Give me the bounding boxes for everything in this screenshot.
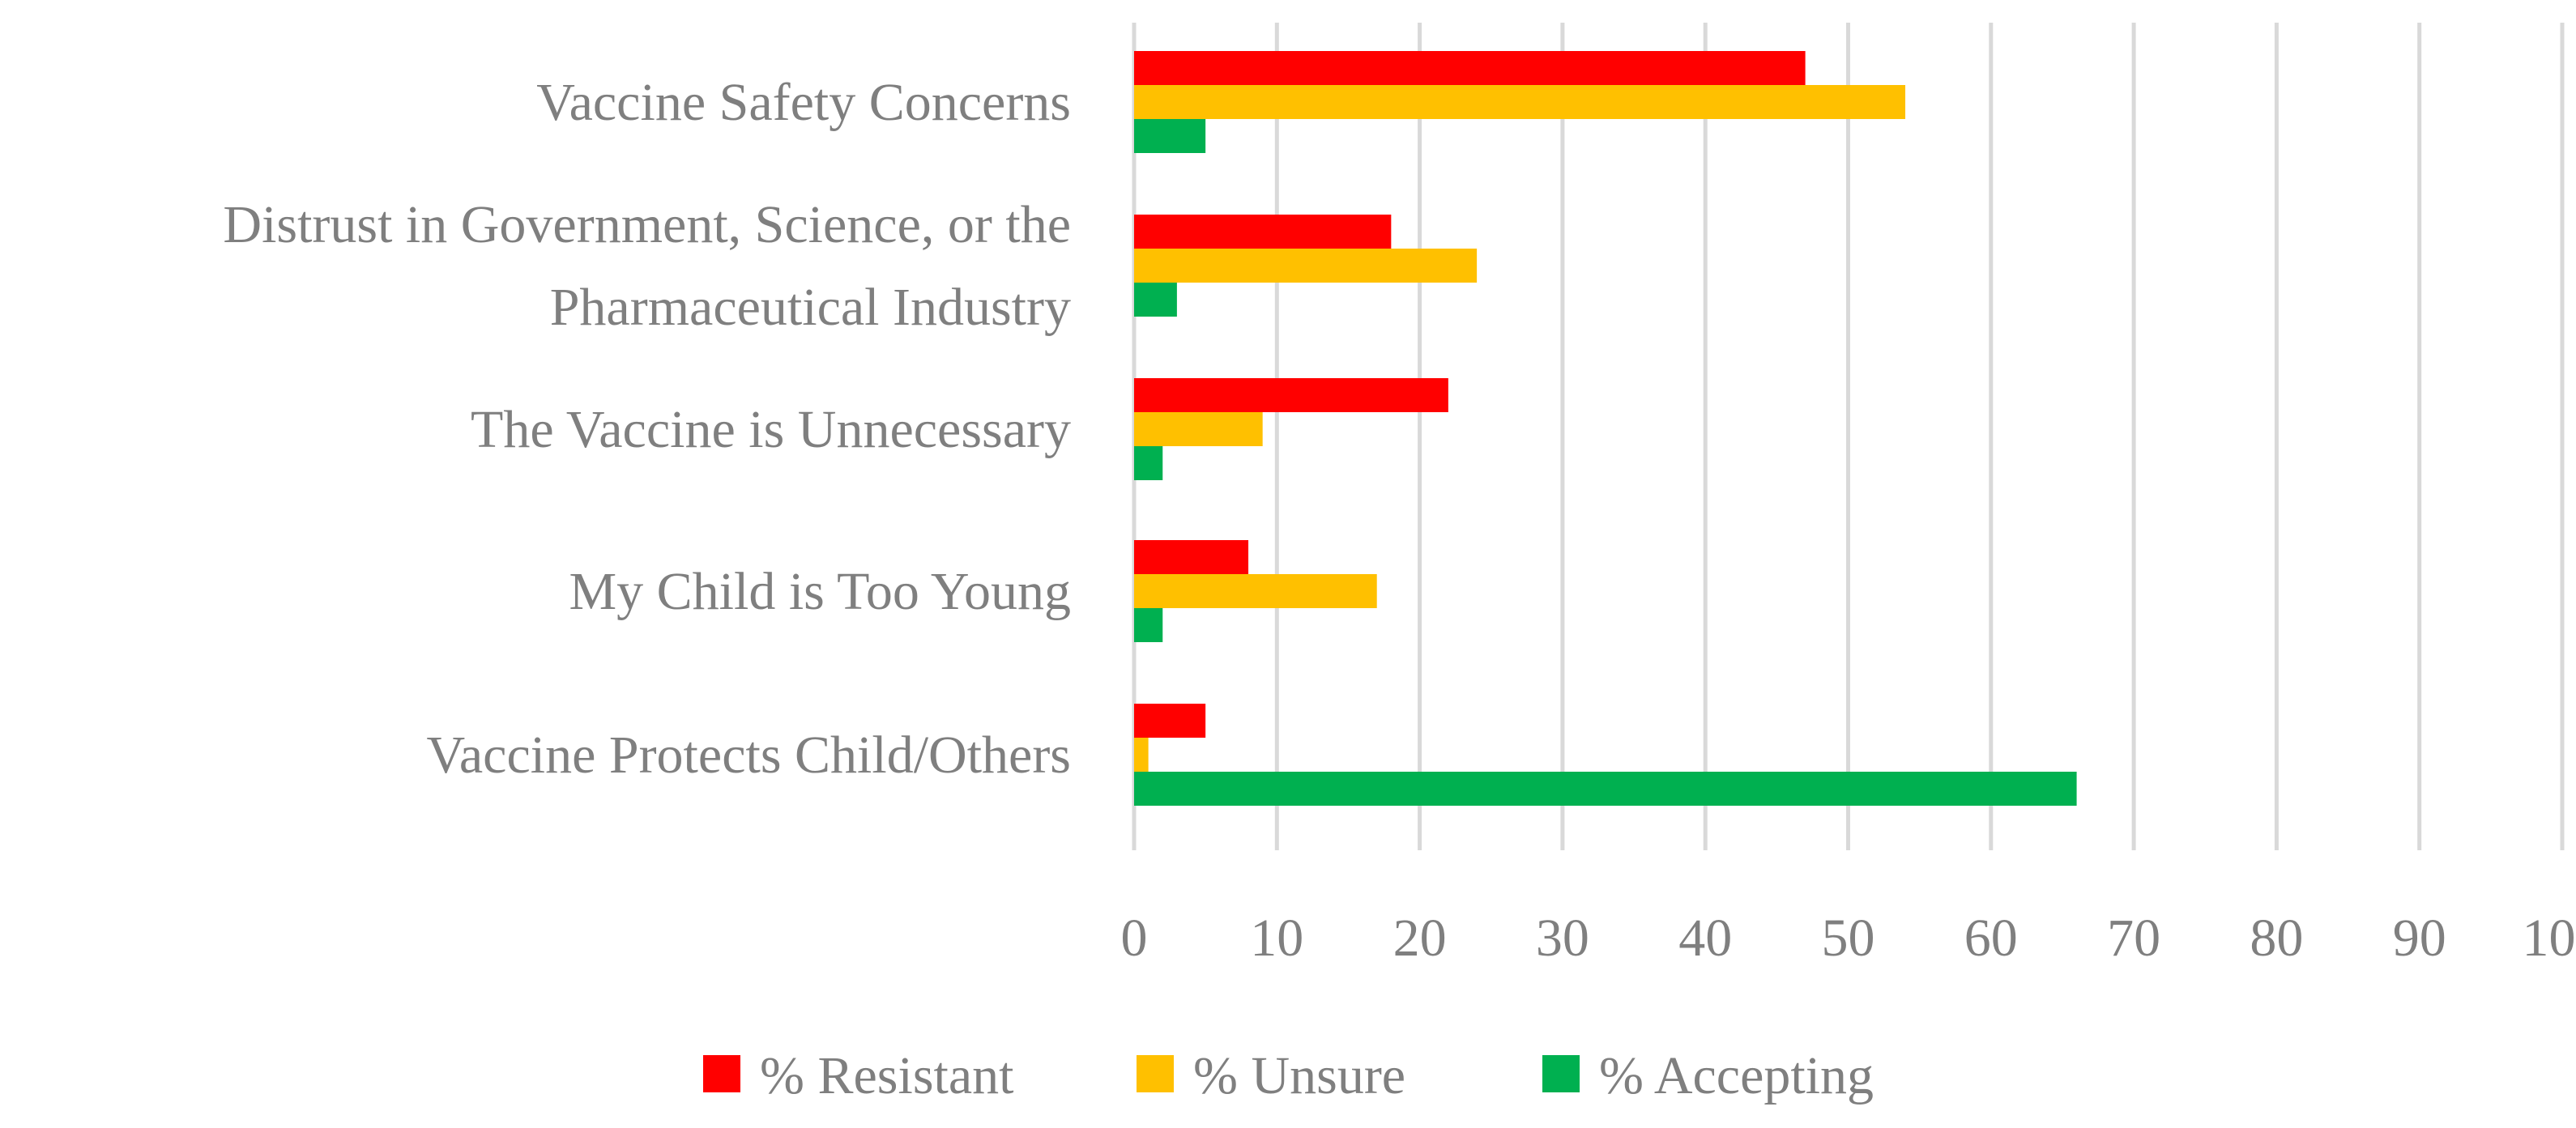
bar-unsure-1 <box>1134 85 1906 119</box>
legend-label-resistant: % Resistant <box>760 1046 1013 1105</box>
legend-item-accepting[interactable]: % Accepting <box>1542 1046 1874 1105</box>
bar-unsure-5 <box>1134 738 1149 772</box>
bar-accepting-5 <box>1134 772 2077 806</box>
gridlines <box>1132 23 2565 850</box>
legend-swatch-accepting <box>1542 1055 1580 1092</box>
bar-accepting-4 <box>1134 608 1163 642</box>
category-label-2-line-2: Pharmaceutical Industry <box>550 278 1071 337</box>
legend-label-accepting: % Accepting <box>1599 1046 1874 1105</box>
bar-resistant-2 <box>1134 215 1392 249</box>
x-tick-label-80: 80 <box>2250 909 2303 968</box>
bar-resistant-3 <box>1134 378 1448 412</box>
bar-unsure-2 <box>1134 249 1478 283</box>
bar-accepting-2 <box>1134 283 1177 317</box>
legend-item-resistant[interactable]: % Resistant <box>703 1046 1013 1105</box>
x-axis-ticks: 0 10 20 30 40 50 60 70 80 90 100 <box>1121 909 2576 968</box>
x-tick-label-50: 50 <box>1822 909 1875 968</box>
legend-swatch-unsure <box>1137 1055 1174 1092</box>
legend-swatch-resistant <box>703 1055 740 1092</box>
category-label-1: Vaccine Safety Concerns <box>536 73 1071 132</box>
x-tick-label-10: 10 <box>1250 909 1303 968</box>
bar-accepting-3 <box>1134 446 1163 480</box>
x-tick-label-30: 30 <box>1536 909 1589 968</box>
bar-unsure-4 <box>1134 574 1377 608</box>
x-tick-label-60: 60 <box>1964 909 2018 968</box>
x-tick-label-100: 100 <box>2523 909 2576 968</box>
x-tick-label-70: 70 <box>2107 909 2160 968</box>
x-tick-label-20: 20 <box>1393 909 1447 968</box>
legend-label-unsure: % Unsure <box>1193 1046 1405 1105</box>
bar-accepting-1 <box>1134 119 1206 153</box>
bar-resistant-1 <box>1134 51 1806 85</box>
bars <box>1134 51 2077 806</box>
bar-resistant-5 <box>1134 704 1206 738</box>
x-tick-label-90: 90 <box>2393 909 2446 968</box>
legend[interactable]: % Resistant % Unsure % Accepting <box>703 1046 1874 1105</box>
category-label-2-line-1: Distrust in Government, Science, or the <box>223 195 1071 254</box>
bar-resistant-4 <box>1134 540 1249 574</box>
category-label-4: My Child is Too Young <box>569 562 1071 621</box>
category-label-3: The Vaccine is Unnecessary <box>471 400 1071 459</box>
x-tick-label-0: 0 <box>1121 909 1148 968</box>
category-label-5: Vaccine Protects Child/Others <box>427 726 1071 785</box>
category-labels: Vaccine Safety Concerns Distrust in Gover… <box>223 73 1071 785</box>
legend-item-unsure[interactable]: % Unsure <box>1137 1046 1405 1105</box>
x-tick-label-40: 40 <box>1678 909 1732 968</box>
bar-unsure-3 <box>1134 412 1263 446</box>
